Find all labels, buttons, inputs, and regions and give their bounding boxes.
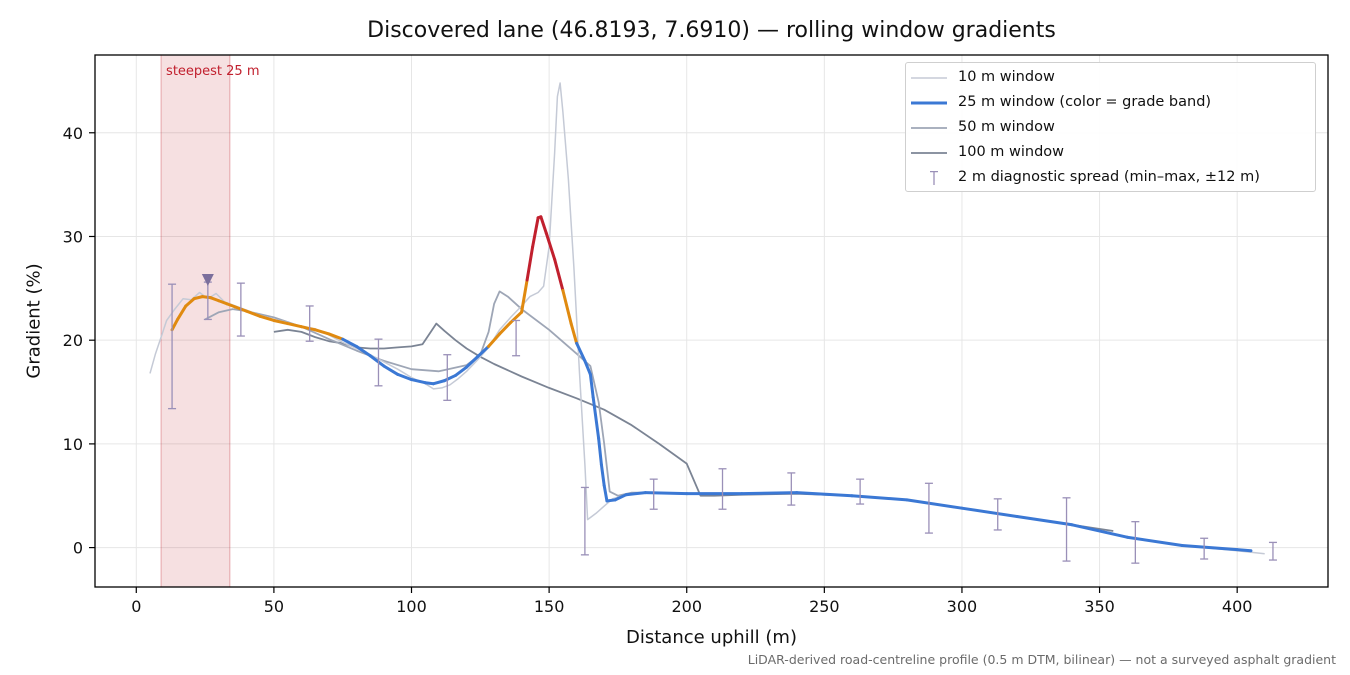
series-25m-segment-58 xyxy=(1070,523,1129,539)
series-25m-segment-39 xyxy=(569,322,579,345)
series-25m-segment-55 xyxy=(905,498,964,510)
series-25m-segment-54 xyxy=(850,494,909,502)
series-25m-segment-31 xyxy=(520,278,529,314)
series-25m-segment-32 xyxy=(525,245,535,282)
x-axis-label: Distance uphill (m) xyxy=(626,627,797,648)
y-tick-label-0: 0 xyxy=(73,539,83,558)
series-line-3 xyxy=(273,322,1114,532)
series-25m-segment-52 xyxy=(740,491,799,496)
legend-swatch-50m xyxy=(911,127,947,129)
series-25m-segment-12 xyxy=(286,322,303,329)
series-line-2 xyxy=(204,290,1224,550)
x-tick-label-250: 250 xyxy=(809,597,840,616)
x-tick-label-150: 150 xyxy=(534,597,565,616)
plot-frame xyxy=(94,54,1329,588)
legend-label-10m: 10 m window xyxy=(958,69,1055,85)
series-25m-segment-28 xyxy=(487,332,502,348)
series-25m-segment-33 xyxy=(531,216,540,249)
x-tick-label-350: 350 xyxy=(1084,597,1115,616)
legend-item-spread: 2 m diagnostic spread (min–max, ±12 m) xyxy=(906,167,1315,189)
series-25m-segment-26 xyxy=(465,355,480,369)
legend-item-100m: 100 m window xyxy=(906,142,1315,164)
series-25m-segment-35 xyxy=(539,215,548,235)
series-25m-segment-16 xyxy=(341,337,358,348)
series-25m-segment-19 xyxy=(382,364,400,376)
steepest-marker xyxy=(201,274,214,287)
series-25m-segment-45 xyxy=(599,463,606,487)
series-25m-segment-53 xyxy=(795,491,854,498)
series-25m-segment-56 xyxy=(960,506,1019,518)
series-25m-segment-0 xyxy=(170,317,180,332)
x-tick-label-50: 50 xyxy=(264,597,284,616)
series-25m-segment-25 xyxy=(454,365,469,377)
series-25m-segment-41 xyxy=(583,359,592,376)
series-25m-segment-57 xyxy=(1015,514,1074,527)
x-tick-label-0: 0 xyxy=(131,597,141,616)
series-25m-segment-10 xyxy=(258,314,276,322)
x-tick-label-100: 100 xyxy=(396,597,427,616)
series-25m-segment-18 xyxy=(368,354,386,368)
series-25m-segment-44 xyxy=(597,437,603,467)
legend-swatch-10m xyxy=(911,77,947,79)
legend-label-spread: 2 m diagnostic spread (min–max, ±12 m) xyxy=(958,169,1260,185)
series-25m-segment-1 xyxy=(176,304,188,321)
x-tick-label-300: 300 xyxy=(947,597,978,616)
series-25m-segment-17 xyxy=(354,344,372,358)
series-25m-segment-38 xyxy=(561,288,573,326)
y-tick-label-20: 20 xyxy=(63,331,83,350)
series-25m-segment-37 xyxy=(553,257,565,292)
series-25m-segment-9 xyxy=(244,309,262,318)
series-25m-segment-36 xyxy=(544,231,557,261)
x-tick-label-400: 400 xyxy=(1222,597,1253,616)
series-25m-segment-43 xyxy=(591,395,601,441)
series-25m-segment-42 xyxy=(588,372,595,399)
series-25m-segment-11 xyxy=(272,318,290,326)
series-25m-segment-20 xyxy=(396,372,414,382)
y-axis-label: Gradient (%) xyxy=(23,263,45,379)
series-25m-segment-14 xyxy=(313,328,331,336)
series-25m-segment-61 xyxy=(1235,548,1253,553)
legend-label-25m: 25 m window (color = grade band) xyxy=(958,94,1212,110)
y-tick-label-10: 10 xyxy=(63,435,83,454)
legend-label-50m: 50 m window xyxy=(958,119,1055,135)
legend-item-25m: 25 m window (color = grade band) xyxy=(906,92,1315,114)
series-25m-segment-27 xyxy=(476,344,491,359)
legend-label-100m: 100 m window xyxy=(958,144,1065,160)
x-tick-label-200: 200 xyxy=(671,597,702,616)
series-25m-segment-24 xyxy=(443,373,458,383)
series-25m-segment-2 xyxy=(184,297,196,308)
legend-item-10m: 10 m window xyxy=(906,67,1315,89)
series-25m-segment-46 xyxy=(602,483,609,503)
legend-swatch-spread xyxy=(930,171,938,185)
series-25m-segment-60 xyxy=(1180,544,1239,552)
chart-title: Discovered lane (46.8193, 7.6910) — roll… xyxy=(367,18,1056,43)
series-25m-segment-15 xyxy=(327,332,345,341)
series-25m-segment-49 xyxy=(624,491,647,497)
y-tick-label-40: 40 xyxy=(63,124,83,143)
series-25m-segment-21 xyxy=(410,378,427,385)
y-tick-label-30: 30 xyxy=(63,227,83,246)
series-25m-segment-50 xyxy=(643,491,689,496)
series-25m-segment-40 xyxy=(575,341,587,363)
legend-item-50m: 50 m window xyxy=(906,117,1315,139)
highlight-label: steepest 25 m xyxy=(166,64,259,79)
legend: 10 m window 25 m window (color = grade b… xyxy=(905,62,1316,192)
series-25m-segment-48 xyxy=(613,493,628,502)
series-25m-segment-13 xyxy=(299,325,317,332)
legend-swatch-100m xyxy=(911,152,947,154)
series-25m-segment-59 xyxy=(1125,535,1184,548)
footnote: LiDAR-derived road-centreline profile (0… xyxy=(747,652,1336,667)
series-25m-segment-23 xyxy=(432,379,447,386)
highlight-band xyxy=(160,54,231,588)
legend-swatch-25m xyxy=(911,101,947,105)
series-25m-segment-29 xyxy=(498,321,513,336)
